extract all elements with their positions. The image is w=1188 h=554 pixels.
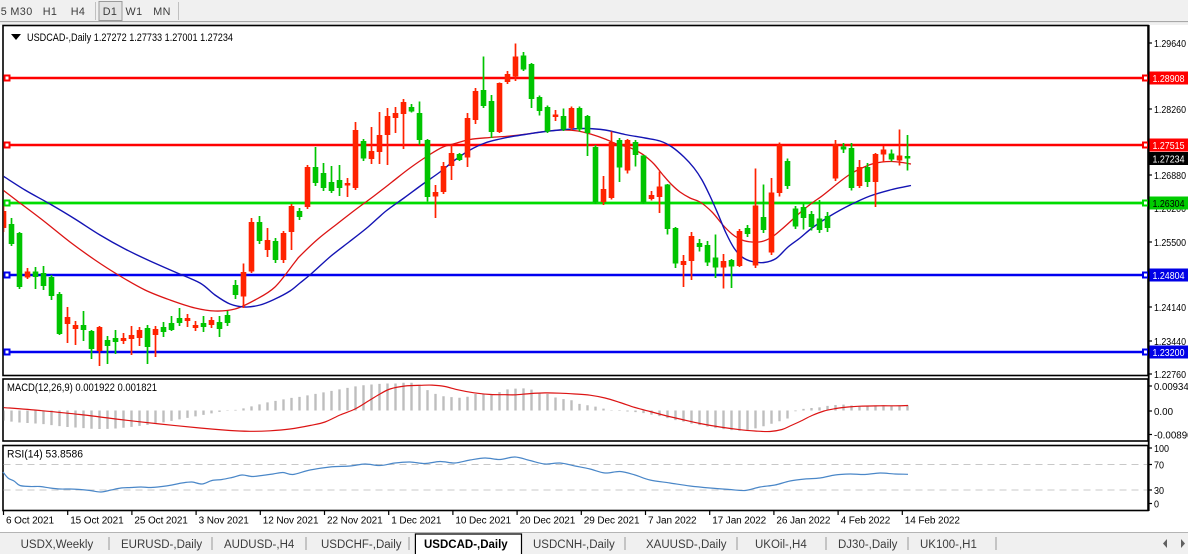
svg-text:USDCNH-,Daily: USDCNH-,Daily xyxy=(533,539,615,551)
svg-text:7 Jan 2022: 7 Jan 2022 xyxy=(648,516,697,527)
svg-text:20 Dec 2021: 20 Dec 2021 xyxy=(520,516,576,527)
svg-text:MACD(12,26,9) 0.001922 0.00182: MACD(12,26,9) 0.001922 0.001821 xyxy=(7,382,157,394)
svg-text:14 Feb 2022: 14 Feb 2022 xyxy=(905,516,961,527)
svg-text:H1: H1 xyxy=(43,6,58,18)
svg-text:-0.008905: -0.008905 xyxy=(1154,429,1188,441)
svg-text:1.23200: 1.23200 xyxy=(1153,347,1185,359)
svg-text:1.22760: 1.22760 xyxy=(1154,369,1186,381)
svg-text:D1: D1 xyxy=(103,6,118,18)
svg-text:H4: H4 xyxy=(71,6,86,18)
svg-text:4 Feb 2022: 4 Feb 2022 xyxy=(841,516,891,527)
svg-text:29 Dec 2021: 29 Dec 2021 xyxy=(584,516,640,527)
svg-text:EURUSD-,Daily: EURUSD-,Daily xyxy=(121,539,202,551)
svg-text:0.00: 0.00 xyxy=(1154,406,1173,418)
svg-text:12 Nov 2021: 12 Nov 2021 xyxy=(263,516,319,527)
svg-text:25 Oct 2021: 25 Oct 2021 xyxy=(134,516,188,527)
svg-text:USDCAD-,Daily: USDCAD-,Daily xyxy=(424,539,508,551)
svg-text:W1: W1 xyxy=(126,6,143,18)
svg-text:1.26880: 1.26880 xyxy=(1154,170,1186,182)
svg-text:22 Nov 2021: 22 Nov 2021 xyxy=(327,516,383,527)
svg-text:USDX,Weekly: USDX,Weekly xyxy=(21,539,94,551)
svg-text:1.28908: 1.28908 xyxy=(1153,73,1185,85)
svg-text:30: 30 xyxy=(1154,485,1164,497)
svg-text:1.24140: 1.24140 xyxy=(1154,302,1186,314)
svg-text:1.27515: 1.27515 xyxy=(1153,140,1185,152)
svg-text:UKOil-,H4: UKOil-,H4 xyxy=(755,539,807,551)
svg-text:10 Dec 2021: 10 Dec 2021 xyxy=(455,516,511,527)
svg-text:1.27234: 1.27234 xyxy=(1153,153,1185,165)
svg-text:1.29640: 1.29640 xyxy=(1154,38,1186,50)
svg-text:17 Jan 2022: 17 Jan 2022 xyxy=(712,516,766,527)
svg-text:1.25500: 1.25500 xyxy=(1154,237,1186,249)
svg-text:70: 70 xyxy=(1154,459,1164,471)
svg-text:100: 100 xyxy=(1154,443,1169,455)
svg-text:26 Jan 2022: 26 Jan 2022 xyxy=(776,516,830,527)
svg-text:1.23440: 1.23440 xyxy=(1154,336,1186,348)
svg-text:6 Oct 2021: 6 Oct 2021 xyxy=(6,516,54,527)
svg-text:AUDUSD-,H4: AUDUSD-,H4 xyxy=(224,539,295,551)
svg-text:M30: M30 xyxy=(10,6,32,18)
svg-text:XAUUSD-,Daily: XAUUSD-,Daily xyxy=(646,539,727,551)
svg-text:1.28260: 1.28260 xyxy=(1154,104,1186,116)
svg-text:0.009345: 0.009345 xyxy=(1154,381,1188,393)
svg-text:DJ30-,Daily: DJ30-,Daily xyxy=(838,539,898,551)
svg-text:USDCAD-,Daily 1.27272 1.27733: USDCAD-,Daily 1.27272 1.27733 1.27001 1.… xyxy=(27,32,233,44)
svg-text:1.24804: 1.24804 xyxy=(1153,270,1185,282)
svg-text:1 Dec 2021: 1 Dec 2021 xyxy=(391,516,442,527)
svg-text:RSI(14) 53.8586: RSI(14) 53.8586 xyxy=(7,449,83,461)
svg-text:MN: MN xyxy=(153,6,171,18)
svg-text:USDCHF-,Daily: USDCHF-,Daily xyxy=(321,539,402,551)
svg-text:UK100-,H1: UK100-,H1 xyxy=(920,539,977,551)
svg-text:0: 0 xyxy=(1154,498,1159,510)
svg-text:3 Nov 2021: 3 Nov 2021 xyxy=(199,516,250,527)
svg-text:15 Oct 2021: 15 Oct 2021 xyxy=(70,516,124,527)
svg-text:1.26304: 1.26304 xyxy=(1153,198,1185,210)
svg-text:5: 5 xyxy=(1,6,7,18)
